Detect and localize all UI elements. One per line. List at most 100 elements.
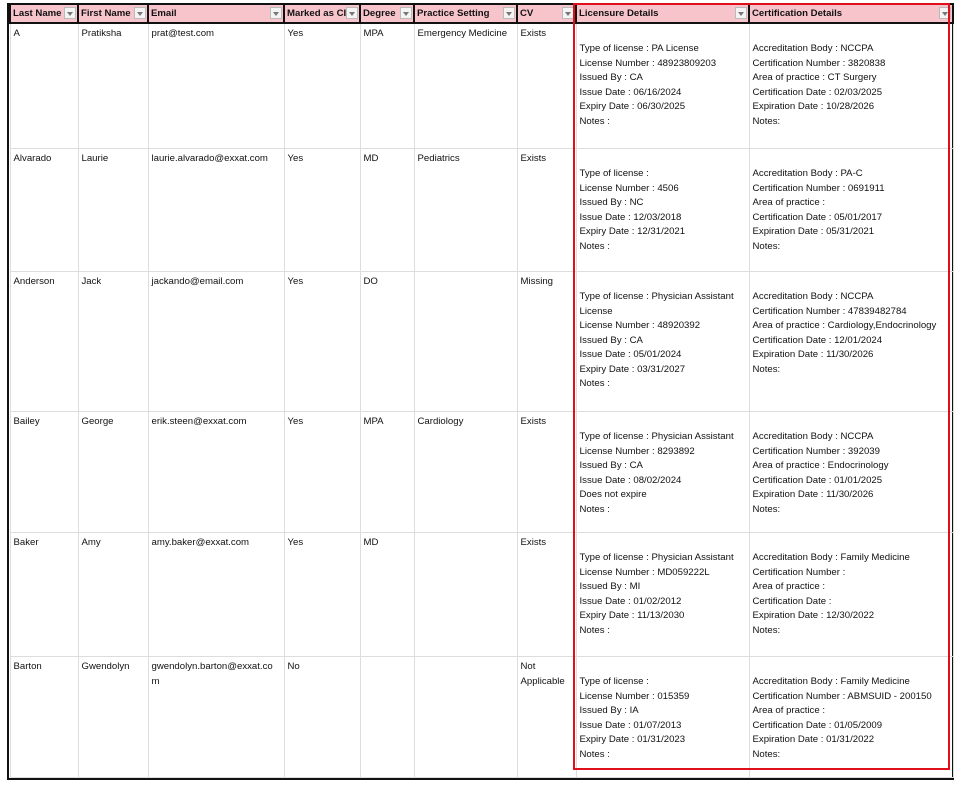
cell-first-name[interactable]: Jack xyxy=(77,271,149,412)
column-header-certification-details[interactable]: Certification Details xyxy=(748,3,954,24)
detail-line: Area of practice : xyxy=(752,705,826,716)
cell-first-name[interactable]: Pratiksha xyxy=(77,22,149,149)
detail-line: Type of license : xyxy=(579,676,649,687)
cell-degree[interactable]: MPA xyxy=(359,22,415,149)
detail-line: Issue Date : 08/02/2024 xyxy=(579,474,682,486)
cell-last-name[interactable]: Alvarado xyxy=(9,148,79,272)
filter-dropdown-icon[interactable] xyxy=(64,7,76,19)
detail-line: Accreditation Body : PA-C xyxy=(752,168,863,179)
detail-line: Expiration Date : 11/30/2026 xyxy=(752,349,874,360)
cell-certification-details[interactable]: Accreditation Body : NCCPA Certification … xyxy=(748,271,954,412)
cell-email[interactable]: gwendolyn.barton@exxat.co m xyxy=(147,656,285,778)
detail-line: Issue Date : 01/07/2013 xyxy=(579,719,682,731)
detail-line: Notes : xyxy=(579,748,610,760)
column-header-last-name[interactable]: Last Name xyxy=(9,3,79,24)
cell-text: Pediatrics xyxy=(417,153,460,164)
cell-cv[interactable]: Exists xyxy=(516,411,577,533)
filter-dropdown-icon[interactable] xyxy=(735,7,747,19)
cell-cv[interactable]: Exists xyxy=(516,22,577,149)
cell-licensure-details[interactable]: Type of license : PA License License Numb… xyxy=(575,22,750,149)
cell-licensure-details[interactable]: Type of license : Physician Assistant Lic… xyxy=(575,411,750,533)
cell-degree[interactable]: DO xyxy=(359,271,415,412)
detail-line: Type of license : xyxy=(579,168,649,179)
filter-dropdown-icon[interactable] xyxy=(346,7,358,19)
column-header-first-name[interactable]: First Name xyxy=(77,3,149,24)
cell-degree[interactable]: MD xyxy=(359,532,415,657)
cell-licensure-details[interactable]: Type of license : Physician Assistant Lic… xyxy=(575,271,750,412)
cell-licensure-details[interactable]: Type of license : License Number : 4506 Is… xyxy=(575,148,750,272)
cell-certification-details[interactable]: Accreditation Body : NCCPA Certification … xyxy=(748,411,954,533)
cell-degree[interactable] xyxy=(359,656,415,778)
detail-line: License Number : 8293892 xyxy=(579,445,695,457)
detail-line: Accreditation Body : Family Medicine xyxy=(752,552,910,563)
detail-line: Expiry Date : 11/13/2030 xyxy=(579,610,685,621)
cell-marked-as-ci[interactable]: Yes xyxy=(283,271,361,412)
cell-certification-details[interactable]: Accreditation Body : PA-C Certification N… xyxy=(748,148,954,272)
cell-practice-setting[interactable]: Pediatrics xyxy=(413,148,518,272)
column-header-practice-setting[interactable]: Practice Setting xyxy=(413,3,518,24)
cell-practice-setting[interactable] xyxy=(413,271,518,412)
cell-text: Laurie xyxy=(81,153,109,164)
cell-email[interactable]: laurie.alvarado@exxat.com xyxy=(147,148,285,272)
cell-licensure-details[interactable]: Type of license : License Number : 015359… xyxy=(575,656,750,778)
cell-practice-setting[interactable]: Cardiology xyxy=(413,411,518,533)
cell-last-name[interactable]: Bailey xyxy=(9,411,79,533)
filter-dropdown-icon[interactable] xyxy=(562,7,574,19)
filter-dropdown-icon[interactable] xyxy=(134,7,146,19)
cell-marked-as-ci[interactable]: Yes xyxy=(283,532,361,657)
column-header-licensure-details[interactable]: Licensure Details xyxy=(575,3,750,24)
cell-last-name[interactable]: Anderson xyxy=(9,271,79,412)
cell-email[interactable]: amy.baker@exxat.com xyxy=(147,532,285,657)
cell-certification-details[interactable]: Accreditation Body : Family Medicine Cert… xyxy=(748,532,954,657)
detail-line: Area of practice : CT Surgery xyxy=(752,72,877,83)
cell-practice-setting[interactable] xyxy=(413,532,518,657)
column-header-marked-as-ci[interactable]: Marked as CI xyxy=(283,3,361,24)
cell-text: Gwendolyn xyxy=(81,661,130,672)
cell-first-name[interactable]: Gwendolyn xyxy=(77,656,149,778)
cell-text: Barton xyxy=(13,661,42,672)
detail-line: Accreditation Body : NCCPA xyxy=(752,291,874,302)
filter-dropdown-icon[interactable] xyxy=(503,7,515,19)
cell-marked-as-ci[interactable]: Yes xyxy=(283,22,361,149)
cell-cv[interactable]: Exists xyxy=(516,148,577,272)
cell-marked-as-ci[interactable]: Yes xyxy=(283,411,361,533)
detail-line: Expiry Date : 06/30/2025 xyxy=(579,101,686,112)
cell-last-name[interactable]: Baker xyxy=(9,532,79,657)
cell-cv[interactable]: Missing xyxy=(516,271,577,412)
cell-certification-details[interactable]: Accreditation Body : NCCPA Certification … xyxy=(748,22,954,149)
column-header-email[interactable]: Email xyxy=(147,3,285,24)
cell-email[interactable]: jackando@email.com xyxy=(147,271,285,412)
detail-line: Certification Number : 47839482784 xyxy=(752,305,907,317)
column-header-degree[interactable]: Degree xyxy=(359,3,415,24)
cell-marked-as-ci[interactable]: No xyxy=(283,656,361,778)
cell-cv[interactable]: Exists xyxy=(516,532,577,657)
filter-dropdown-icon[interactable] xyxy=(939,7,951,19)
detail-line: Issued By : IA xyxy=(579,705,639,716)
cell-licensure-details[interactable]: Type of license : Physician Assistant Lic… xyxy=(575,532,750,657)
column-header-cv[interactable]: CV xyxy=(516,3,577,24)
table-row: Barton Gwendolyn gwendolyn.barton@exxat.co… xyxy=(9,656,954,778)
cell-practice-setting[interactable]: Emergency Medicine xyxy=(413,22,518,149)
table-body: A Pratiksha prat@test.com Yes MPA Emergency M… xyxy=(9,22,954,778)
cell-email[interactable]: prat@test.com xyxy=(147,22,285,149)
cell-last-name[interactable]: Barton xyxy=(9,656,79,778)
cell-last-name[interactable]: A xyxy=(9,22,79,149)
cell-text: Exists xyxy=(520,416,547,427)
cell-marked-as-ci[interactable]: Yes xyxy=(283,148,361,272)
detail-line: Notes : xyxy=(579,240,610,252)
cell-degree[interactable]: MD xyxy=(359,148,415,272)
cell-first-name[interactable]: George xyxy=(77,411,149,533)
cell-first-name[interactable]: Amy xyxy=(77,532,149,657)
cell-degree[interactable]: MPA xyxy=(359,411,415,533)
cell-certification-details[interactable]: Accreditation Body : Family Medicine Cert… xyxy=(748,656,954,778)
cell-cv[interactable]: Not Applicable xyxy=(516,656,577,778)
detail-line: Notes : xyxy=(579,624,610,636)
filter-dropdown-icon[interactable] xyxy=(270,7,282,19)
filter-dropdown-icon[interactable] xyxy=(400,7,412,19)
cell-practice-setting[interactable] xyxy=(413,656,518,778)
cell-first-name[interactable]: Laurie xyxy=(77,148,149,272)
cell-email[interactable]: erik.steen@exxat.com xyxy=(147,411,285,533)
cell-text: A xyxy=(13,28,20,39)
detail-line: Certification Date : 01/01/2025 xyxy=(752,474,883,486)
detail-line: Certification Date : 02/03/2025 xyxy=(752,86,883,98)
